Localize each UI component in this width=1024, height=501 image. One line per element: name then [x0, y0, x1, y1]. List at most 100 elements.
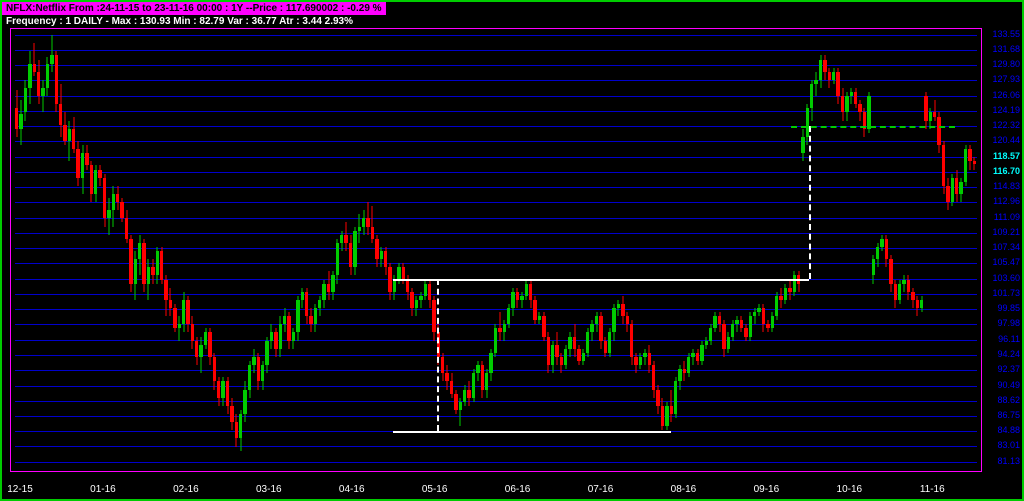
candle[interactable]: [419, 31, 422, 471]
candle[interactable]: [612, 31, 615, 471]
candle[interactable]: [235, 31, 238, 471]
candle[interactable]: [854, 31, 857, 471]
candle[interactable]: [279, 31, 282, 471]
candle[interactable]: [683, 31, 686, 471]
candle[interactable]: [718, 31, 721, 471]
candle[interactable]: [968, 31, 971, 471]
candle[interactable]: [472, 31, 475, 471]
candle[interactable]: [410, 31, 413, 471]
candle[interactable]: [850, 31, 853, 471]
candle[interactable]: [520, 31, 523, 471]
chart-plot-area[interactable]: [10, 28, 982, 472]
candle[interactable]: [722, 31, 725, 471]
candle[interactable]: [24, 31, 27, 471]
candle[interactable]: [959, 31, 962, 471]
candle[interactable]: [344, 31, 347, 471]
candle[interactable]: [564, 31, 567, 471]
candle[interactable]: [292, 31, 295, 471]
candle[interactable]: [156, 31, 159, 471]
candle[interactable]: [573, 31, 576, 471]
candle[interactable]: [98, 31, 101, 471]
candle[interactable]: [626, 31, 629, 471]
candle[interactable]: [955, 31, 958, 471]
candle[interactable]: [349, 31, 352, 471]
candle[interactable]: [511, 31, 514, 471]
candle[interactable]: [68, 31, 71, 471]
candle[interactable]: [946, 31, 949, 471]
candle[interactable]: [481, 31, 484, 471]
candle[interactable]: [872, 31, 875, 471]
candle[interactable]: [687, 31, 690, 471]
candle[interactable]: [951, 31, 954, 471]
candle[interactable]: [793, 31, 796, 471]
candle[interactable]: [533, 31, 536, 471]
candle[interactable]: [208, 31, 211, 471]
candle[interactable]: [713, 31, 716, 471]
candle[interactable]: [749, 31, 752, 471]
candle[interactable]: [340, 31, 343, 471]
candle[interactable]: [287, 31, 290, 471]
candle[interactable]: [775, 31, 778, 471]
candle[interactable]: [691, 31, 694, 471]
candle[interactable]: [125, 31, 128, 471]
candle[interactable]: [907, 31, 910, 471]
candle[interactable]: [547, 31, 550, 471]
candle[interactable]: [621, 31, 624, 471]
candle[interactable]: [788, 31, 791, 471]
candle[interactable]: [388, 31, 391, 471]
candle[interactable]: [929, 31, 932, 471]
candle[interactable]: [551, 31, 554, 471]
candle[interactable]: [779, 31, 782, 471]
candle[interactable]: [59, 31, 62, 471]
candle[interactable]: [393, 31, 396, 471]
candle[interactable]: [213, 31, 216, 471]
candle[interactable]: [463, 31, 466, 471]
candle[interactable]: [204, 31, 207, 471]
candle[interactable]: [841, 31, 844, 471]
candle[interactable]: [916, 31, 919, 471]
candle[interactable]: [178, 31, 181, 471]
candle[interactable]: [867, 31, 870, 471]
candle[interactable]: [797, 31, 800, 471]
candle[interactable]: [516, 31, 519, 471]
candle[interactable]: [648, 31, 651, 471]
candle[interactable]: [814, 31, 817, 471]
candle[interactable]: [46, 31, 49, 471]
candle[interactable]: [445, 31, 448, 471]
candle[interactable]: [560, 31, 563, 471]
candle[interactable]: [973, 31, 976, 471]
candle[interactable]: [90, 31, 93, 471]
candle[interactable]: [309, 31, 312, 471]
candle[interactable]: [836, 31, 839, 471]
candle[interactable]: [538, 31, 541, 471]
candle[interactable]: [731, 31, 734, 471]
candle[interactable]: [112, 31, 115, 471]
candle[interactable]: [678, 31, 681, 471]
candle[interactable]: [586, 31, 589, 471]
candle[interactable]: [94, 31, 97, 471]
candle[interactable]: [494, 31, 497, 471]
candle[interactable]: [318, 31, 321, 471]
candle[interactable]: [380, 31, 383, 471]
candle[interactable]: [397, 31, 400, 471]
candle[interactable]: [191, 31, 194, 471]
candle[interactable]: [226, 31, 229, 471]
candle[interactable]: [221, 31, 224, 471]
candle[interactable]: [542, 31, 545, 471]
candle[interactable]: [670, 31, 673, 471]
candle[interactable]: [120, 31, 123, 471]
candle[interactable]: [771, 31, 774, 471]
candle[interactable]: [85, 31, 88, 471]
candle[interactable]: [889, 31, 892, 471]
candle[interactable]: [270, 31, 273, 471]
candle[interactable]: [406, 31, 409, 471]
candle[interactable]: [911, 31, 914, 471]
candle[interactable]: [459, 31, 462, 471]
candle[interactable]: [173, 31, 176, 471]
candle[interactable]: [134, 31, 137, 471]
candle[interactable]: [902, 31, 905, 471]
candle[interactable]: [845, 31, 848, 471]
candle[interactable]: [700, 31, 703, 471]
candle[interactable]: [828, 31, 831, 471]
candle[interactable]: [876, 31, 879, 471]
